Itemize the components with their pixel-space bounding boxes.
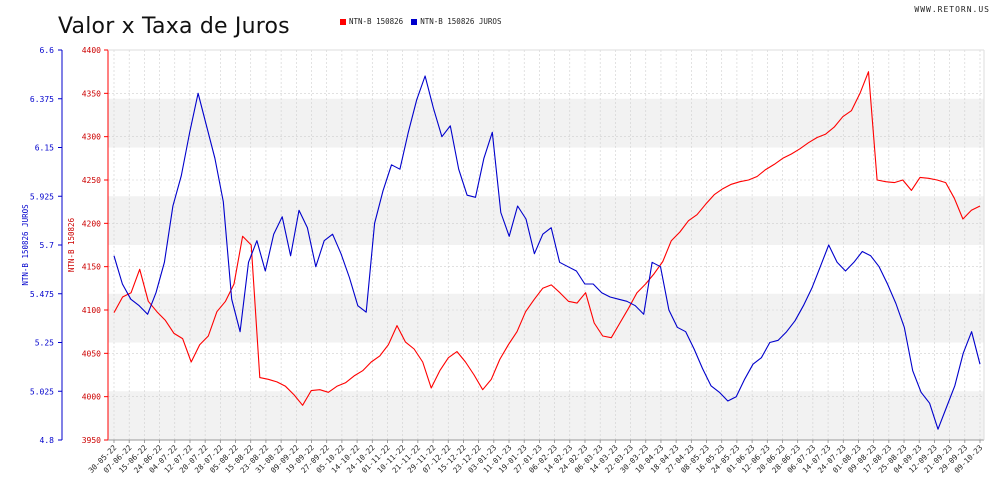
tick-label-red: 4350: [82, 89, 101, 98]
tick-label-red: 4250: [82, 176, 101, 185]
tick-label-red: 4100: [82, 306, 101, 315]
tick-label-left: 5.7: [40, 241, 55, 250]
series-line-2: [113, 75, 981, 430]
tick-label-red: 4150: [82, 263, 101, 272]
legend: NTN-B 150826 NTN-B 150826 JUROS: [340, 17, 501, 26]
website-label: WWW.RETORN.US: [914, 5, 990, 14]
legend-item-series2: NTN-B 150826 JUROS: [411, 17, 501, 26]
tick-label-left: 6.6: [40, 46, 55, 55]
tick-label-left: 5.025: [30, 387, 54, 396]
tick-label-red: 4200: [82, 219, 101, 228]
tick-label-red: 4050: [82, 349, 101, 358]
plot-band: [108, 391, 984, 440]
plot-band: [108, 196, 984, 245]
plot-band: [108, 98, 984, 148]
tick-label-left: 6.15: [35, 144, 54, 153]
plot-band: [108, 293, 984, 343]
tick-label-red: 3950: [82, 436, 101, 445]
chart-title: Valor x Taxa de Juros: [58, 14, 290, 39]
axis-title-red: NTN-B 150826: [67, 217, 76, 272]
tick-label-red: 4000: [82, 393, 101, 402]
legend-label-series1: NTN-B 150826: [349, 17, 404, 26]
tick-label-left: 5.25: [35, 339, 54, 348]
axis-title-left: NTN-B 150826 JUROS: [21, 204, 30, 286]
legend-item-series1: NTN-B 150826: [340, 17, 403, 26]
legend-swatch-series2: [411, 18, 418, 25]
legend-swatch-series1: [340, 18, 346, 25]
legend-label-series2: NTN-B 150826 JUROS: [420, 17, 502, 26]
tick-label-left: 5.925: [30, 192, 54, 201]
tick-label-red: 4300: [82, 133, 101, 142]
tick-label-red: 4400: [82, 46, 101, 55]
tick-label-left: 5.475: [30, 290, 54, 299]
series-line-1: [113, 71, 981, 406]
tick-label-left: 4.8: [40, 436, 55, 445]
tick-label-left: 6.375: [30, 95, 54, 104]
